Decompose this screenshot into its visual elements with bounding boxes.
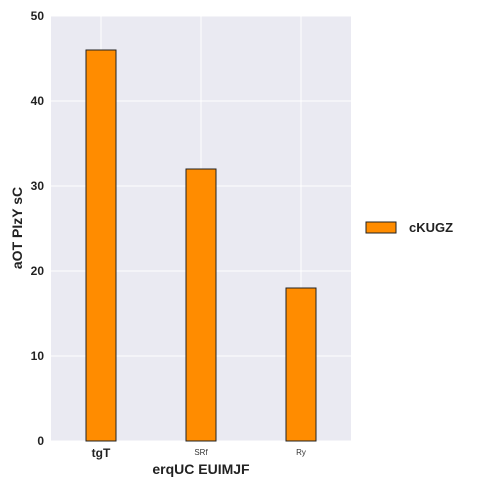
bar <box>285 287 317 442</box>
bars <box>85 49 317 442</box>
x-tick-labels: tgT SRf Ry <box>92 446 306 460</box>
legend-label: cKUGZ <box>409 220 453 235</box>
y-tick-label: 20 <box>31 264 45 278</box>
x-tick-label: SRf <box>194 448 208 457</box>
y-tick-label: 0 <box>37 434 44 448</box>
legend: cKUGZ <box>365 220 453 235</box>
x-tick-label: tgT <box>92 446 111 460</box>
bar <box>185 168 217 442</box>
y-tick-label: 50 <box>31 9 45 23</box>
x-tick-label: Ry <box>296 448 306 457</box>
y-axis-label: aOT PIzY sC <box>9 187 25 269</box>
legend-swatch <box>365 221 397 234</box>
x-axis-label: erqUC EUIMJF <box>152 461 250 477</box>
y-tick-label: 40 <box>31 94 45 108</box>
y-tick-label: 30 <box>31 179 45 193</box>
bar <box>85 49 117 442</box>
y-tick-labels: 0 10 20 30 40 50 <box>31 9 45 448</box>
y-tick-label: 10 <box>31 349 45 363</box>
